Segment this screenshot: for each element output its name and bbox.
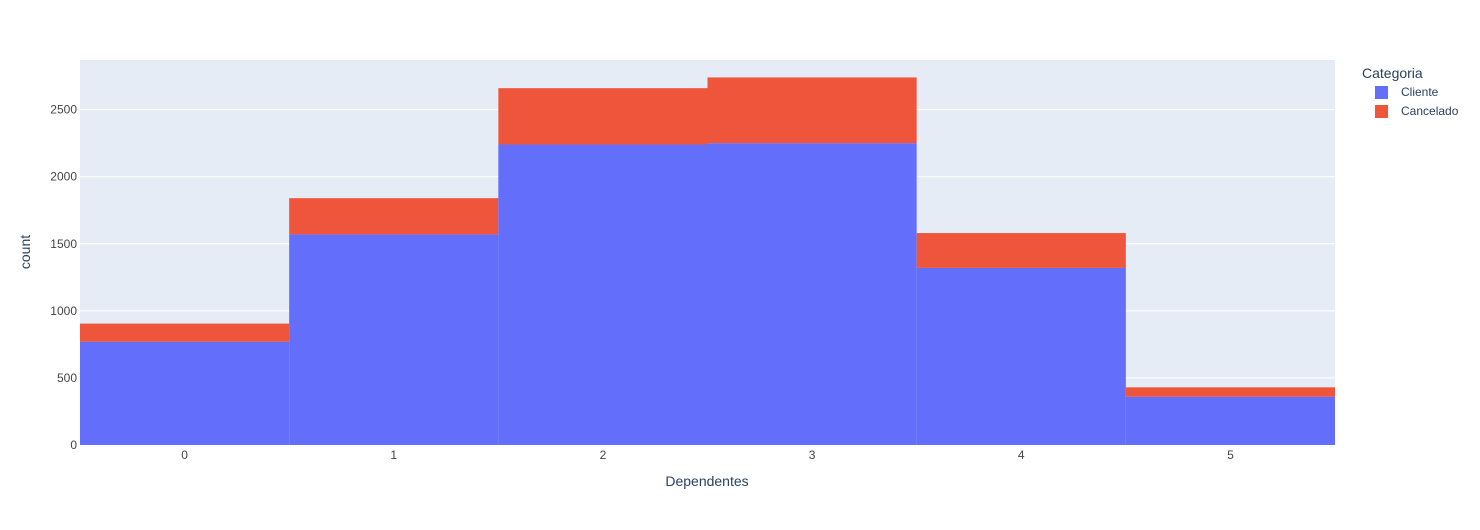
bar-cancelado-3[interactable] <box>707 77 917 144</box>
y-axis-title: count <box>17 235 33 269</box>
legend-label-cliente[interactable]: Cliente <box>1401 85 1439 99</box>
x-tick-label: 2 <box>600 448 607 462</box>
bar-cliente-4[interactable] <box>916 267 1126 445</box>
x-axis-title: Dependentes <box>665 473 748 489</box>
y-tick-label: 1500 <box>50 237 77 251</box>
bar-cliente-2[interactable] <box>498 144 708 445</box>
bar-cancelado-0[interactable] <box>80 323 290 342</box>
bar-cliente-1[interactable] <box>289 234 499 445</box>
x-tick-label: 1 <box>390 448 397 462</box>
bar-cancelado-2[interactable] <box>498 88 708 145</box>
bar-cliente-0[interactable] <box>80 341 290 445</box>
legend-swatch-cancelado[interactable] <box>1375 105 1388 118</box>
legend-title: Categoria <box>1362 65 1423 81</box>
bar-cliente-5[interactable] <box>1125 396 1335 445</box>
y-tick-label: 0 <box>70 438 77 452</box>
y-tick-label: 2000 <box>50 170 77 184</box>
x-tick-label: 4 <box>1018 448 1025 462</box>
x-tick-label: 5 <box>1227 448 1234 462</box>
legend-swatch-cliente[interactable] <box>1375 86 1388 99</box>
bar-cancelado-4[interactable] <box>916 233 1126 268</box>
x-tick-labels: 0 1 2 3 4 5 <box>181 448 1234 462</box>
x-tick-label: 3 <box>809 448 816 462</box>
bar-cancelado-1[interactable] <box>289 198 499 235</box>
y-tick-label: 2500 <box>50 103 77 117</box>
y-tick-label: 1000 <box>50 304 77 318</box>
bar-cancelado-5[interactable] <box>1125 387 1335 397</box>
legend-label-cancelado[interactable]: Cancelado <box>1401 104 1459 118</box>
x-tick-label: 0 <box>181 448 188 462</box>
legend: Categoria Cliente Cancelado <box>1362 65 1459 118</box>
bars <box>80 77 1335 446</box>
y-tick-label: 500 <box>57 371 77 385</box>
y-tick-labels: 0 500 1000 1500 2000 2500 <box>50 103 77 452</box>
legend-items: Cliente Cancelado <box>1375 85 1459 118</box>
bar-cliente-3[interactable] <box>707 143 917 446</box>
